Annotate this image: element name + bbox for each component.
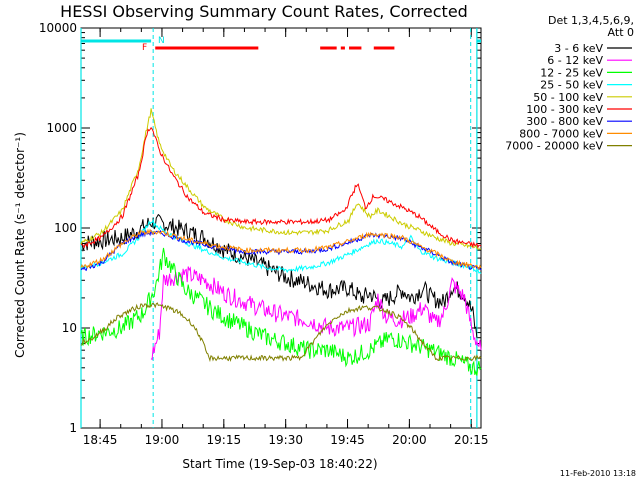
chart-title: HESSI Observing Summary Count Rates, Cor… xyxy=(60,2,468,21)
legend-header-line-2: Att 0 xyxy=(608,26,634,39)
x-tick-label: 19:15 xyxy=(207,433,242,447)
x-tick-label: 20:00 xyxy=(392,433,427,447)
timestamp: 11-Feb-2010 13:18 xyxy=(560,469,636,478)
series-line xyxy=(80,213,478,338)
series-line xyxy=(80,228,482,270)
data-series xyxy=(80,108,482,376)
legend-label: 800 - 7000 keV xyxy=(519,127,603,140)
y-tick-label: 1000 xyxy=(46,121,77,135)
x-tick-label: 20:15 xyxy=(454,433,489,447)
flag-n-label: N xyxy=(158,36,165,46)
vertical-markers xyxy=(80,28,478,428)
flag-f-label: F xyxy=(142,43,147,53)
legend-label: 7000 - 20000 keV xyxy=(505,140,603,153)
legend-label: 50 - 100 keV xyxy=(533,91,603,104)
y-axis-label: Corrected Count Rate (s⁻¹ detector⁻¹) xyxy=(13,132,27,358)
legend-label: 3 - 6 keV xyxy=(554,42,603,55)
series-line xyxy=(80,126,482,249)
series-line xyxy=(80,247,482,376)
x-tick-label: 19:00 xyxy=(145,433,180,447)
legend-label: 6 - 12 keV xyxy=(547,54,603,67)
legend-label: 300 - 800 keV xyxy=(526,115,603,128)
y-tick-label: 1 xyxy=(69,421,77,435)
plot-frame xyxy=(80,27,482,429)
x-tick-label: 18:45 xyxy=(83,433,118,447)
status-bars xyxy=(81,39,481,50)
y-tick-label: 100 xyxy=(54,221,77,235)
plot-axes xyxy=(80,27,482,429)
series-line xyxy=(150,266,482,361)
axis-ticks: 1 10 100 1000 10000 18:45 19:00 19:15 19:30 19:45… xyxy=(39,21,489,447)
legend-label: 100 - 300 keV xyxy=(526,103,603,116)
series-line xyxy=(80,108,482,250)
legend-label: 12 - 25 keV xyxy=(540,66,603,79)
legend-header-line-1: Det 1,3,4,5,6,9, xyxy=(548,14,634,27)
y-tick-label: 10000 xyxy=(39,21,77,35)
series-line xyxy=(80,229,482,272)
legend-label: 25 - 50 keV xyxy=(540,79,603,92)
x-axis-label: Start Time (19-Sep-03 18:40:22) xyxy=(182,457,377,471)
series-line xyxy=(80,302,482,363)
x-tick-label: 19:45 xyxy=(330,433,365,447)
y-tick-label: 10 xyxy=(62,321,77,335)
x-tick-label: 19:30 xyxy=(268,433,303,447)
